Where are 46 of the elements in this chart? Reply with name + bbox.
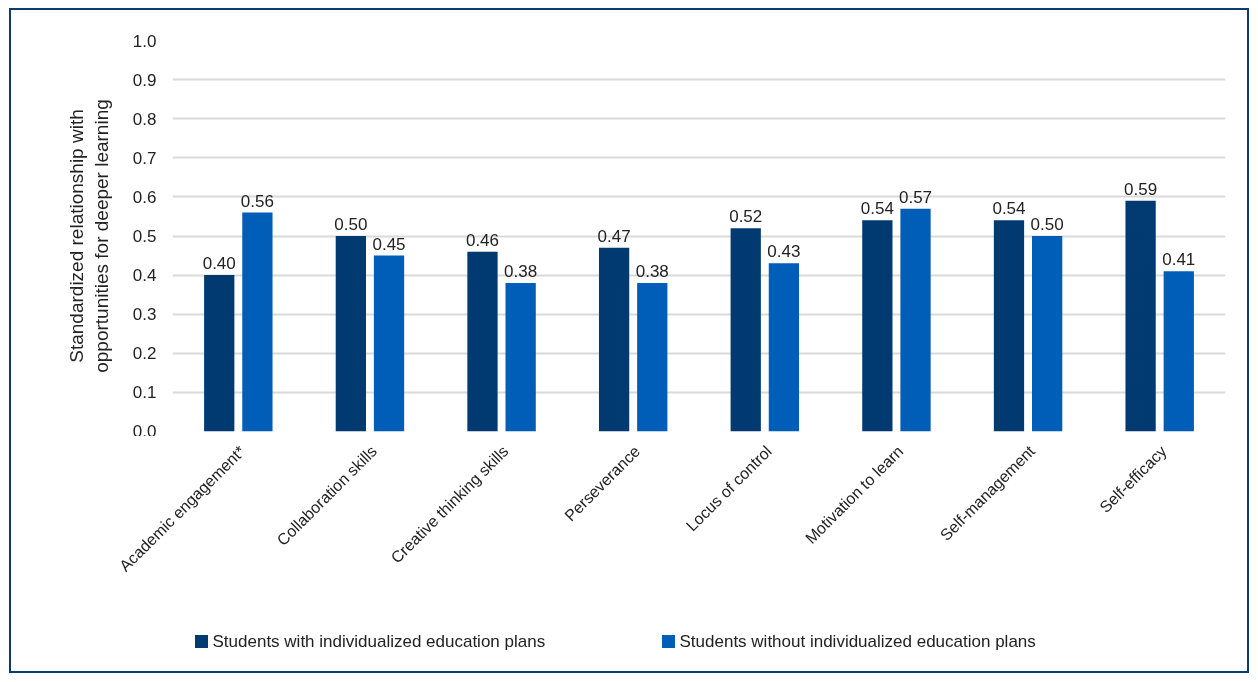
bar bbox=[242, 212, 273, 432]
bar bbox=[1032, 236, 1063, 432]
data-label: 0.54 bbox=[860, 199, 894, 219]
bar bbox=[768, 263, 800, 432]
data-label: 0.59 bbox=[1124, 179, 1158, 199]
data-label: 0.47 bbox=[597, 226, 631, 246]
data-label: 0.50 bbox=[334, 215, 368, 234]
bar bbox=[1125, 200, 1156, 432]
y-tick-label: 0.3 bbox=[132, 305, 157, 325]
bar bbox=[637, 282, 668, 432]
data-label: 0.54 bbox=[992, 199, 1026, 219]
bar bbox=[467, 251, 498, 432]
data-label: 0.38 bbox=[635, 261, 669, 281]
y-tick-label: 0.7 bbox=[132, 148, 157, 168]
bar bbox=[335, 236, 366, 432]
bar bbox=[1163, 271, 1194, 432]
data-label: 0.50 bbox=[1030, 215, 1064, 234]
data-label: 0.57 bbox=[898, 187, 933, 207]
bar bbox=[993, 220, 1025, 432]
data-label: 0.43 bbox=[767, 242, 801, 262]
bar bbox=[598, 247, 630, 432]
data-label: 0.46 bbox=[465, 230, 500, 250]
y-tick-label: 0.0 bbox=[132, 421, 157, 441]
data-label: 0.41 bbox=[1162, 250, 1196, 270]
data-label: 0.38 bbox=[504, 261, 538, 281]
bar bbox=[862, 220, 893, 432]
y-tick-label: 0.8 bbox=[132, 109, 157, 129]
y-tick-label: 0.5 bbox=[132, 227, 157, 246]
y-tick-label: 0.6 bbox=[132, 187, 157, 207]
data-label: 0.52 bbox=[729, 207, 763, 227]
bar bbox=[730, 228, 761, 432]
y-tick-label: 0.2 bbox=[132, 344, 157, 364]
data-label: 0.40 bbox=[202, 254, 236, 274]
data-label: 0.45 bbox=[372, 234, 406, 254]
bar bbox=[204, 275, 235, 432]
y-tick-label: 1.0 bbox=[132, 31, 157, 51]
y-tick-label: 0.4 bbox=[132, 266, 157, 286]
legend-label: Students with individualized education plans bbox=[212, 632, 546, 651]
y-axis-title: Standardized relationship with opportunities for deeper learning bbox=[65, 99, 112, 373]
legend-label: Students without individualized education plans bbox=[679, 632, 1036, 651]
data-label: 0.56 bbox=[240, 191, 274, 211]
bar bbox=[900, 208, 931, 432]
bar bbox=[505, 282, 536, 432]
bar bbox=[373, 255, 405, 432]
y-tick-label: 0.1 bbox=[132, 383, 157, 403]
y-tick-label: 0.9 bbox=[132, 70, 157, 90]
